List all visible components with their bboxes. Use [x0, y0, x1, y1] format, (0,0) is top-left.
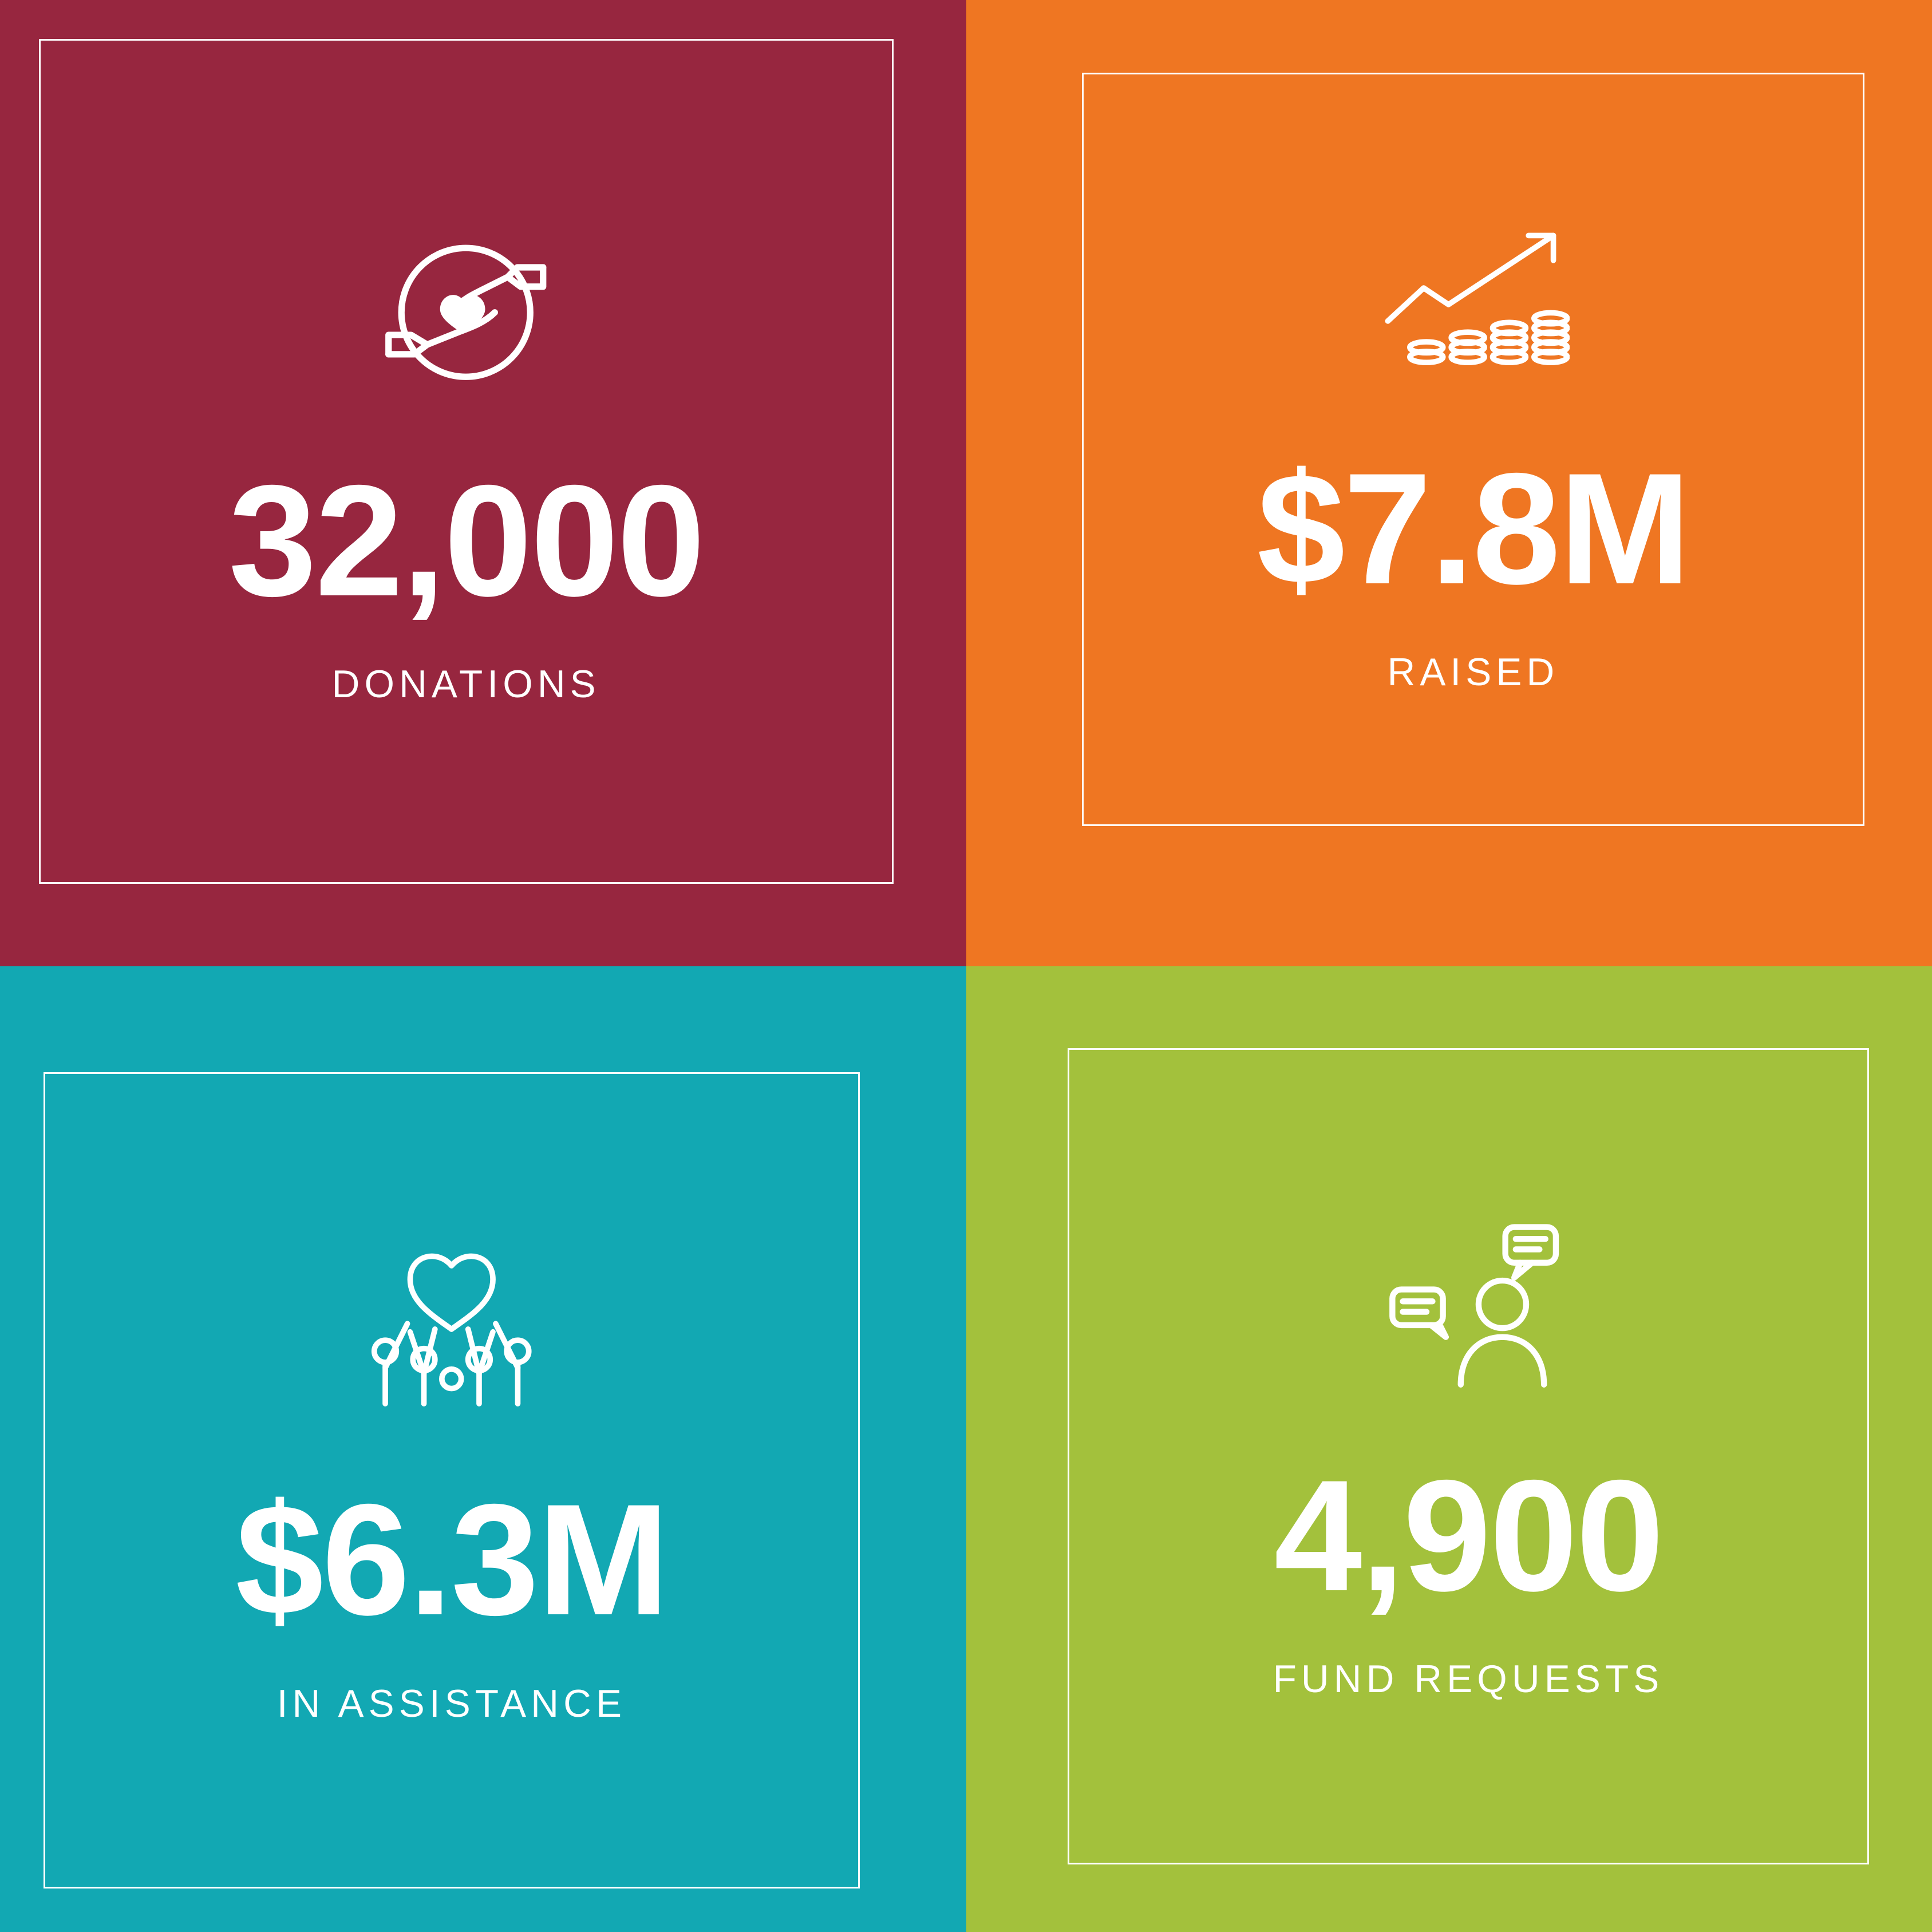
coins-growth-icon: [1377, 204, 1570, 397]
assistance-label: IN ASSISTANCE: [277, 1682, 626, 1726]
raised-label: RAISED: [1387, 650, 1559, 694]
tile-fund-requests-inner: 4,900 FUND REQUESTS: [1068, 1048, 1870, 1864]
hands-giving-icon: [369, 216, 563, 409]
donations-value: 32,000: [228, 457, 704, 624]
tile-donations-inner: 32,000 DONATIONS: [39, 39, 894, 884]
tile-fund-requests: 4,900 FUND REQUESTS: [966, 966, 1932, 1932]
tile-donations: 32,000 DONATIONS: [0, 0, 966, 966]
raised-value: $7.8M: [1257, 445, 1689, 612]
donations-label: DONATIONS: [332, 662, 600, 706]
stats-grid: 32,000 DONATIONS: [0, 0, 1932, 1932]
tile-assistance: $6.3M IN ASSISTANCE: [0, 966, 966, 1932]
fund-requests-value: 4,900: [1274, 1452, 1663, 1619]
tile-assistance-inner: $6.3M IN ASSISTANCE: [44, 1072, 860, 1888]
people-heart-icon: [355, 1235, 548, 1429]
tile-raised-inner: $7.8M RAISED: [1082, 73, 1864, 826]
person-chat-icon: [1372, 1211, 1565, 1404]
tile-raised: $7.8M RAISED: [966, 0, 1932, 966]
fund-requests-label: FUND REQUESTS: [1273, 1657, 1664, 1701]
assistance-value: $6.3M: [235, 1476, 667, 1643]
